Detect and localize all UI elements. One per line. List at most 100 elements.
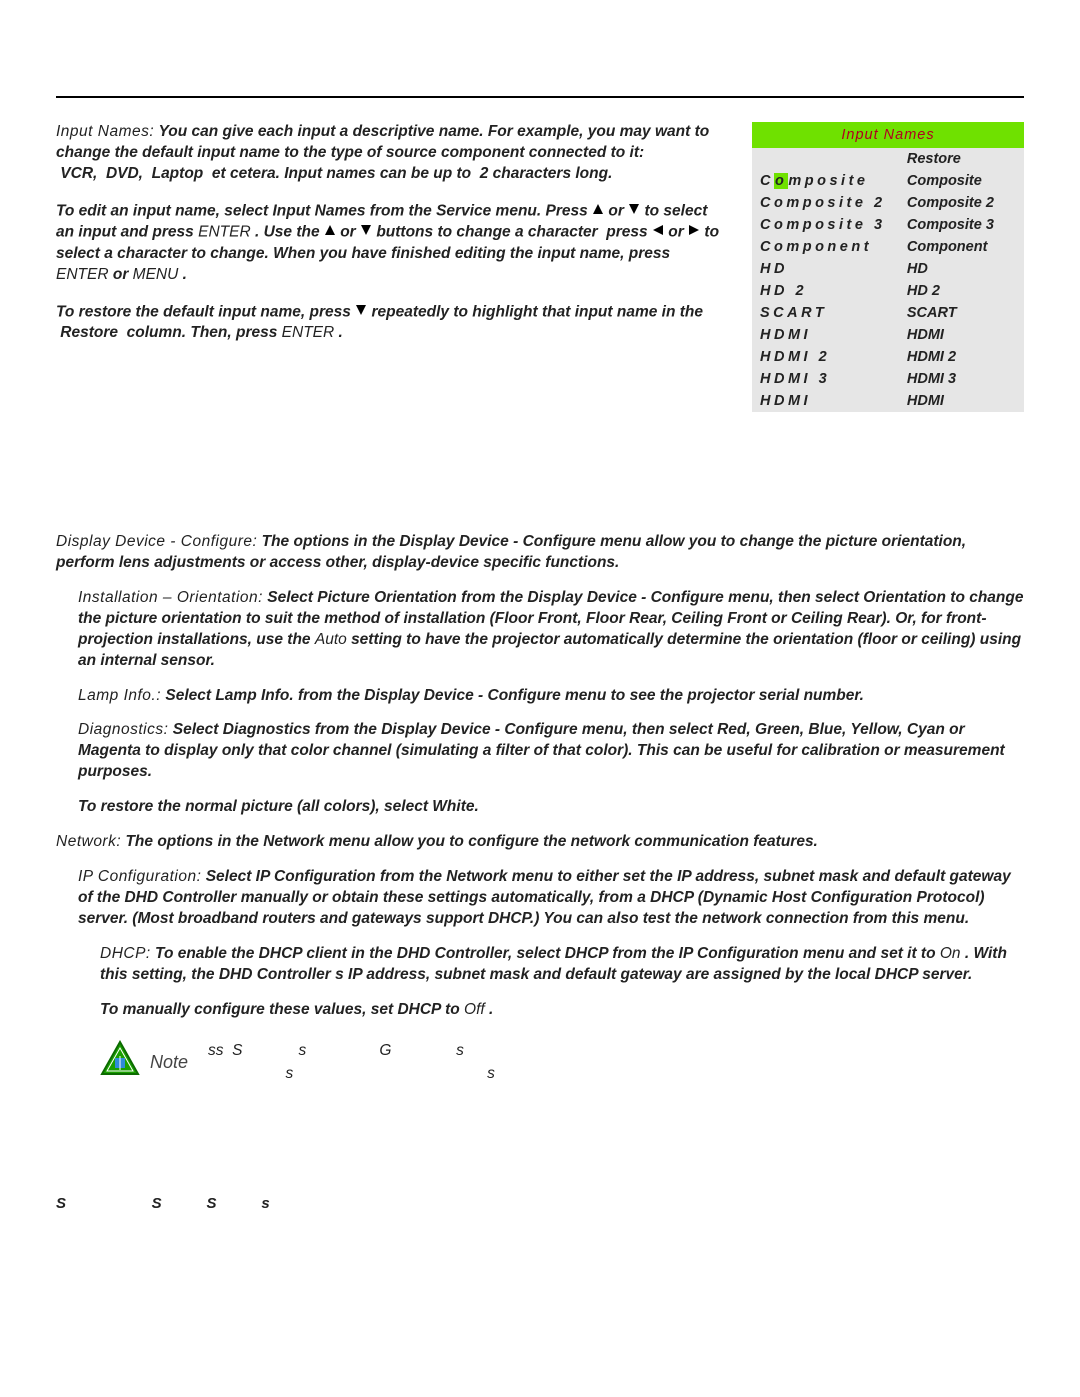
text: or [340, 224, 360, 241]
heading-lamp-info: Lamp Info.: [78, 687, 161, 704]
input-name-cell: Composite [752, 170, 899, 192]
restore-name-cell: HDMI 3 [899, 368, 1024, 390]
text: . [339, 324, 343, 341]
input-name-cell: HDMI 3 [752, 368, 899, 390]
text-off: Off [464, 1001, 485, 1018]
paragraph-diagnostics: Diagnostics: Select Diagnostics from the… [78, 720, 1024, 783]
table-restore-row: Restore [752, 148, 1024, 170]
paragraph-installation: Installation – Orientation: Select Pictu… [78, 588, 1024, 672]
restore-header: Restore [899, 148, 1024, 170]
intro-text: Input Names: You can give each input a d… [56, 122, 724, 360]
horizontal-rule [56, 96, 1024, 98]
paragraph-display-device: Display Device - Configure: The options … [56, 532, 1024, 574]
paragraph-diagnostics-restore: To restore the normal picture (all color… [78, 797, 1024, 818]
table-row: HD 2HD 2 [752, 280, 1024, 302]
restore-name-cell: HD 2 [899, 280, 1024, 302]
input-name-cell: Composite 2 [752, 192, 899, 214]
text-on: On [940, 945, 961, 962]
text: To restore the default input name, press [56, 303, 355, 320]
restore-name-cell: Composite 3 [899, 214, 1024, 236]
table-row: HDMI 2HDMI 2 [752, 346, 1024, 368]
heading-installation: Installation – Orientation: [78, 589, 263, 606]
table-row: HDHD [752, 258, 1024, 280]
text: Select Diagnostics from the Display Devi… [78, 721, 1005, 780]
paragraph-dhcp-manual: To manually configure these values, set … [100, 1000, 1024, 1021]
restore-name-cell: HDMI [899, 390, 1024, 412]
text: buttons to change a character press [376, 224, 652, 241]
text: ENTER [56, 266, 109, 283]
table-row: Composite 3Composite 3 [752, 214, 1024, 236]
input-name-cell: HD 2 [752, 280, 899, 302]
restore-name-cell: SCART [899, 302, 1024, 324]
page: Input Names: You can give each input a d… [0, 0, 1080, 1272]
restore-name-cell: Composite 2 [899, 192, 1024, 214]
input-name-cell: HDMI [752, 390, 899, 412]
restore-name-cell: Composite [899, 170, 1024, 192]
text: To edit an input name, select Input Name… [56, 202, 592, 219]
table-row: HDMI 3HDMI 3 [752, 368, 1024, 390]
lower-text: Display Device - Configure: The options … [56, 532, 1024, 1085]
heading-diagnostics: Diagnostics: [78, 721, 168, 738]
restore-name-cell: HD [899, 258, 1024, 280]
text: To restore the normal picture (all color… [78, 798, 479, 815]
table-row: Composite 2Composite 2 [752, 192, 1024, 214]
input-name-cell: HD [752, 258, 899, 280]
text: ENTER [198, 224, 251, 241]
table-title-row: Input Names [752, 122, 1024, 148]
heading-ip-config: IP Configuration: [78, 868, 201, 885]
table-row: SCARTSCART [752, 302, 1024, 324]
warning-triangle-icon [100, 1040, 140, 1083]
table-row: CompositeComposite [752, 170, 1024, 192]
text: or [668, 224, 688, 241]
table-row: HDMIHDMI [752, 324, 1024, 346]
table-row: HDMIHDMI [752, 390, 1024, 412]
heading-display-device: Display Device - Configure: [56, 533, 257, 550]
text: ENTER [282, 324, 335, 341]
paragraph-dhcp: DHCP: To enable the DHCP client in the D… [100, 944, 1024, 986]
heading-dhcp: DHCP: [100, 945, 151, 962]
heading-input-names: Input Names: [56, 123, 154, 140]
paragraph-input-names: Input Names: You can give each input a d… [56, 122, 724, 185]
restore-name-cell: HDMI 2 [899, 346, 1024, 368]
text: S S S s [56, 1195, 274, 1212]
down-triangle-icon [628, 201, 640, 222]
note-text: ss S s G s s s [208, 1039, 495, 1086]
table-row: ComponentComponent [752, 236, 1024, 258]
input-names-title: Input Names [752, 122, 1024, 148]
text: To enable the DHCP client in the DHD Con… [155, 945, 940, 962]
note-label: Note [150, 1050, 188, 1074]
text: or [608, 202, 628, 219]
right-triangle-icon [688, 222, 700, 243]
input-name-cell: HDMI 2 [752, 346, 899, 368]
note-line-2: s s [208, 1062, 495, 1085]
down-triangle-icon [355, 302, 367, 323]
paragraph-restore: To restore the default input name, press… [56, 302, 724, 344]
empty-cell [752, 148, 899, 170]
text: To manually configure these values, set … [100, 1001, 464, 1018]
input-name-cell: HDMI [752, 324, 899, 346]
note-row: Note ss S s G s s s [100, 1039, 1024, 1086]
restore-name-cell: HDMI [899, 324, 1024, 346]
input-names-table-wrap: Input Names Restore CompositeCompositeCo… [752, 122, 1024, 412]
highlight-char: o [774, 173, 788, 189]
text-auto: Auto [315, 631, 347, 648]
paragraph-ip-config: IP Configuration: Select IP Configuratio… [78, 867, 1024, 930]
text: . [183, 266, 187, 283]
text: . [489, 1001, 493, 1018]
input-name-cell: Component [752, 236, 899, 258]
text: MENU [133, 266, 179, 283]
heading-network: Network: [56, 833, 121, 850]
restore-name-cell: Component [899, 236, 1024, 258]
text: . Use the [255, 224, 324, 241]
paragraph-network: Network: The options in the Network menu… [56, 832, 1024, 853]
input-name-cell: SCART [752, 302, 899, 324]
down-triangle-icon [360, 222, 372, 243]
note-line-1: ss S s G s [208, 1039, 495, 1062]
up-triangle-icon [592, 201, 604, 222]
text: You can give each input a descriptive na… [56, 123, 709, 182]
left-triangle-icon [652, 222, 664, 243]
note-icon-group: Note [100, 1040, 188, 1083]
paragraph-lamp-info: Lamp Info.: Select Lamp Info. from the D… [78, 686, 1024, 707]
input-names-table: Input Names Restore CompositeCompositeCo… [752, 122, 1024, 412]
input-name-cell: Composite 3 [752, 214, 899, 236]
